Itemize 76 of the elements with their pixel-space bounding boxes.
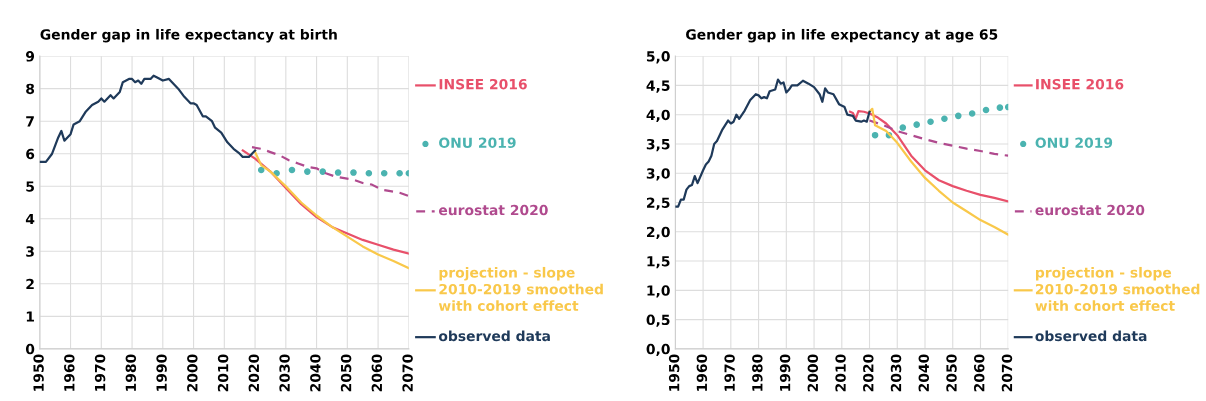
y-tick-label: 2 xyxy=(26,278,34,290)
y-tick-label: 5 xyxy=(26,181,34,192)
line-series xyxy=(250,146,409,198)
point xyxy=(968,110,976,117)
point xyxy=(913,121,920,128)
x-tick-label: 2060 xyxy=(974,354,985,392)
x-tick-label: 1980 xyxy=(125,354,137,391)
point xyxy=(941,115,948,123)
point xyxy=(927,118,934,126)
line-series xyxy=(241,149,409,255)
y-tick-label: 3,5 xyxy=(646,138,670,152)
y-tick-label: 4 xyxy=(25,213,35,225)
x-tick-label: 2060 xyxy=(371,354,383,392)
x-tick-label: 2040 xyxy=(310,354,321,392)
x-tick-label: 2010 xyxy=(835,354,846,392)
y-tick-label: 0 xyxy=(25,343,35,355)
x-tick-label: 2070 xyxy=(402,354,413,392)
chart-title: Gender gap in life expectancy at age 65 xyxy=(686,28,998,43)
x-tick-label: 2070 xyxy=(1001,354,1013,392)
legend-label: projection - slope 2010-2019 smoothed with cohort effect xyxy=(438,266,603,312)
x-tick-label: 2050 xyxy=(340,354,352,392)
y-tick-label: 7 xyxy=(26,116,34,127)
legend-label: INSEE 2016 xyxy=(1036,78,1124,90)
line-series xyxy=(868,107,1009,236)
line-series xyxy=(868,119,1009,157)
legend-label: projection - slope 2010-2019 smoothed with cohort effect xyxy=(1035,266,1200,312)
x-tick-label: 1970 xyxy=(724,354,735,391)
x-tick-label: 2020 xyxy=(248,354,260,392)
y-tick-label: 2,0 xyxy=(646,226,670,240)
x-tick-label: 2000 xyxy=(187,354,198,392)
x-tick-label: 1950 xyxy=(668,354,680,391)
line-series xyxy=(39,74,257,163)
x-tick-label: 1960 xyxy=(696,354,708,391)
y-tick-label: 4,0 xyxy=(646,109,670,122)
point xyxy=(982,106,990,114)
x-tick-label: 2030 xyxy=(279,354,290,392)
y-tick-label: 1,0 xyxy=(647,285,670,298)
legend-label: observed data xyxy=(1035,330,1147,342)
chart-title: Gender gap in life expectancy at birth xyxy=(40,28,337,43)
y-tick-label: 1,5 xyxy=(647,256,670,269)
point xyxy=(871,131,879,139)
y-tick-label: 9 xyxy=(25,51,35,62)
y-tick-label: 3,0 xyxy=(646,168,670,181)
x-tick-label: 2000 xyxy=(807,354,819,392)
x-tick-label: 1990 xyxy=(156,354,167,391)
y-tick-label: 1 xyxy=(26,311,34,322)
legend-label: eurostat 2020 xyxy=(1035,204,1145,216)
x-tick-label: 2030 xyxy=(890,354,902,392)
legend-label: ONU 2019 xyxy=(1035,137,1113,148)
legend-label: observed data xyxy=(438,330,550,342)
x-tick-label: 2010 xyxy=(217,354,229,392)
point xyxy=(996,104,1004,111)
x-tick-label: 1990 xyxy=(779,354,791,391)
x-tick-label: 1970 xyxy=(94,354,106,391)
x-tick-label: 2040 xyxy=(918,354,930,392)
legend-label: INSEE 2016 xyxy=(439,78,527,90)
point xyxy=(954,112,962,120)
y-tick-label: 5,0 xyxy=(646,51,670,64)
y-tick-label: 3 xyxy=(26,246,34,257)
y-tick-label: 6 xyxy=(26,148,35,160)
y-tick-label: 0,5 xyxy=(646,314,670,327)
x-tick-label: 2050 xyxy=(946,354,957,392)
y-tick-label: 4,5 xyxy=(646,80,670,93)
x-tick-label: 1960 xyxy=(64,354,75,391)
line-series xyxy=(253,150,409,270)
legend-label: ONU 2019 xyxy=(439,137,516,148)
x-tick-label: 1980 xyxy=(752,354,763,391)
x-tick-label: 1950 xyxy=(33,354,44,391)
line-series xyxy=(849,110,1009,203)
y-tick-label: 0,0 xyxy=(646,343,670,357)
legend-label: eurostat 2020 xyxy=(438,204,548,216)
line-series xyxy=(675,78,871,208)
y-tick-label: 8 xyxy=(26,83,35,95)
x-tick-label: 2020 xyxy=(863,354,874,392)
y-tick-label: 2,5 xyxy=(646,197,670,210)
point xyxy=(899,124,907,131)
